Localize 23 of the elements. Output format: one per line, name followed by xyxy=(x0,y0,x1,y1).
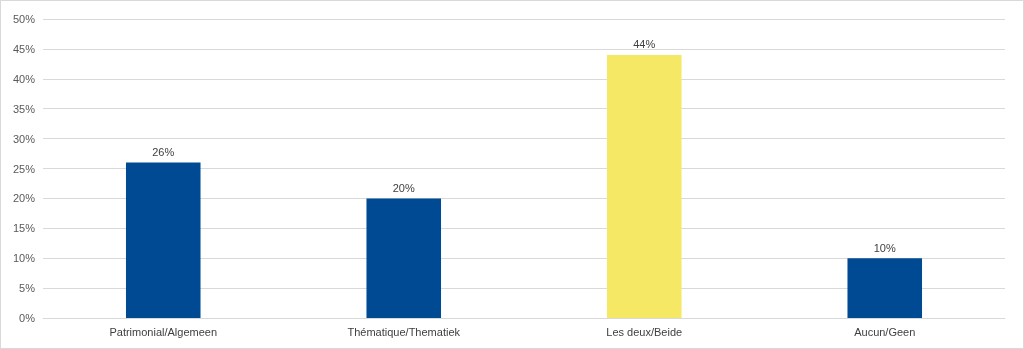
data-label: 20% xyxy=(392,181,415,194)
bar xyxy=(366,198,442,318)
y-tick-label: 35% xyxy=(12,102,36,115)
data-label: 44% xyxy=(633,38,656,51)
y-tick-label: 0% xyxy=(19,312,36,324)
y-tick-label: 10% xyxy=(12,252,36,265)
bar xyxy=(606,54,682,318)
data-label: 10% xyxy=(873,241,896,254)
y-tick-label: 40% xyxy=(12,72,36,85)
x-tick-label: Aucun/Geen xyxy=(854,325,916,338)
y-tick-label: 30% xyxy=(12,132,36,145)
y-tick-label: 5% xyxy=(19,282,36,295)
y-tick-label: 50% xyxy=(12,13,36,25)
y-tick-label: 20% xyxy=(12,192,36,205)
y-tick-label: 25% xyxy=(12,162,36,175)
y-tick-label: 15% xyxy=(12,222,36,235)
x-tick-label: Thématique/Thematiek xyxy=(347,325,461,338)
y-tick-label: 45% xyxy=(12,42,36,55)
x-tick-label: Patrimonial/Algemeen xyxy=(109,325,218,338)
bar xyxy=(847,258,923,318)
bar xyxy=(125,162,201,318)
data-label: 26% xyxy=(152,146,175,159)
x-tick-label: Les deux/Beide xyxy=(606,325,683,338)
